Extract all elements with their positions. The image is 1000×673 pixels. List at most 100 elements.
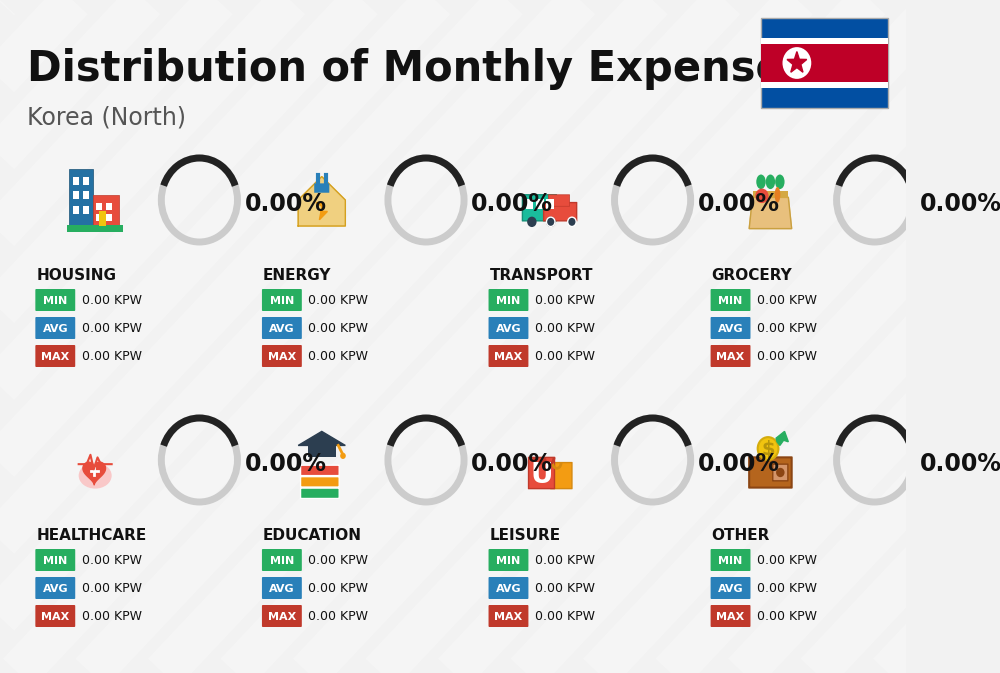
- FancyBboxPatch shape: [301, 465, 339, 476]
- Text: 0.00 KPW: 0.00 KPW: [308, 610, 368, 623]
- Text: 0.00 KPW: 0.00 KPW: [535, 610, 595, 623]
- Text: 0.00 KPW: 0.00 KPW: [757, 322, 817, 336]
- Text: 0.00%: 0.00%: [920, 452, 1000, 476]
- Polygon shape: [298, 176, 345, 226]
- FancyBboxPatch shape: [69, 169, 93, 226]
- Text: U: U: [530, 460, 553, 489]
- Text: MAX: MAX: [41, 352, 69, 362]
- Text: 0.00%: 0.00%: [698, 192, 780, 216]
- Text: 0.00%: 0.00%: [245, 452, 327, 476]
- FancyBboxPatch shape: [262, 577, 302, 599]
- FancyBboxPatch shape: [761, 44, 888, 82]
- Text: 0.00%: 0.00%: [471, 192, 553, 216]
- Text: 0.00 KPW: 0.00 KPW: [757, 610, 817, 623]
- FancyBboxPatch shape: [262, 605, 302, 627]
- Text: 0.00 KPW: 0.00 KPW: [535, 322, 595, 336]
- Circle shape: [758, 437, 778, 460]
- FancyBboxPatch shape: [489, 605, 528, 627]
- FancyBboxPatch shape: [262, 345, 302, 367]
- FancyBboxPatch shape: [711, 289, 750, 311]
- Ellipse shape: [766, 174, 775, 189]
- Text: 0.00 KPW: 0.00 KPW: [308, 351, 368, 363]
- FancyBboxPatch shape: [773, 464, 788, 481]
- Circle shape: [755, 188, 769, 203]
- Text: MIN: MIN: [496, 296, 521, 306]
- FancyBboxPatch shape: [711, 549, 750, 571]
- Text: AVG: AVG: [269, 324, 295, 334]
- Text: LEISURE: LEISURE: [489, 528, 561, 543]
- FancyBboxPatch shape: [526, 199, 533, 209]
- Text: 0.00%: 0.00%: [245, 192, 327, 216]
- Circle shape: [546, 217, 555, 227]
- Text: MAX: MAX: [494, 612, 523, 622]
- Text: AVG: AVG: [42, 324, 68, 334]
- FancyBboxPatch shape: [106, 214, 112, 221]
- FancyBboxPatch shape: [544, 203, 577, 221]
- Polygon shape: [316, 203, 327, 220]
- FancyBboxPatch shape: [106, 203, 112, 210]
- FancyBboxPatch shape: [83, 191, 89, 199]
- FancyBboxPatch shape: [761, 38, 888, 44]
- Text: 0.00 KPW: 0.00 KPW: [757, 295, 817, 308]
- FancyBboxPatch shape: [73, 191, 79, 199]
- Text: Korea (North): Korea (North): [27, 105, 186, 129]
- Text: 0.00 KPW: 0.00 KPW: [308, 583, 368, 596]
- Text: 0.00 KPW: 0.00 KPW: [82, 351, 142, 363]
- Text: AVG: AVG: [42, 584, 68, 594]
- FancyBboxPatch shape: [35, 345, 75, 367]
- FancyBboxPatch shape: [301, 488, 339, 499]
- FancyBboxPatch shape: [761, 18, 888, 108]
- Text: EDUCATION: EDUCATION: [263, 528, 362, 543]
- Text: 0.00 KPW: 0.00 KPW: [308, 322, 368, 336]
- FancyBboxPatch shape: [753, 190, 788, 199]
- Text: 0.00 KPW: 0.00 KPW: [308, 555, 368, 567]
- Ellipse shape: [775, 174, 785, 189]
- Text: 0.00 KPW: 0.00 KPW: [757, 555, 817, 567]
- Text: MAX: MAX: [41, 612, 69, 622]
- Text: MIN: MIN: [270, 556, 294, 566]
- Text: 0.00 KPW: 0.00 KPW: [535, 351, 595, 363]
- FancyBboxPatch shape: [262, 289, 302, 311]
- Text: 0.00%: 0.00%: [698, 452, 780, 476]
- FancyBboxPatch shape: [489, 317, 528, 339]
- FancyBboxPatch shape: [73, 206, 79, 214]
- FancyBboxPatch shape: [99, 211, 106, 226]
- Circle shape: [568, 217, 576, 227]
- Text: HEALTHCARE: HEALTHCARE: [36, 528, 147, 543]
- Circle shape: [782, 47, 811, 79]
- FancyBboxPatch shape: [761, 82, 888, 88]
- FancyBboxPatch shape: [67, 225, 123, 232]
- Polygon shape: [749, 197, 792, 229]
- Text: 0.00 KPW: 0.00 KPW: [308, 295, 368, 308]
- Ellipse shape: [775, 187, 780, 203]
- FancyBboxPatch shape: [35, 605, 75, 627]
- Text: MIN: MIN: [718, 556, 743, 566]
- FancyBboxPatch shape: [35, 289, 75, 311]
- FancyBboxPatch shape: [83, 176, 89, 185]
- Circle shape: [546, 217, 555, 227]
- FancyBboxPatch shape: [551, 462, 572, 489]
- FancyBboxPatch shape: [548, 194, 570, 206]
- FancyBboxPatch shape: [711, 345, 750, 367]
- Circle shape: [776, 468, 785, 477]
- Polygon shape: [83, 462, 106, 485]
- Text: 0.00 KPW: 0.00 KPW: [82, 583, 142, 596]
- Text: MIN: MIN: [43, 296, 67, 306]
- FancyBboxPatch shape: [35, 549, 75, 571]
- Text: AVG: AVG: [718, 324, 743, 334]
- FancyBboxPatch shape: [301, 476, 339, 487]
- FancyBboxPatch shape: [546, 199, 554, 209]
- FancyBboxPatch shape: [83, 206, 89, 214]
- FancyBboxPatch shape: [711, 317, 750, 339]
- Text: MAX: MAX: [268, 612, 296, 622]
- Text: MAX: MAX: [268, 352, 296, 362]
- Text: MIN: MIN: [270, 296, 294, 306]
- Text: 0.00 KPW: 0.00 KPW: [757, 351, 817, 363]
- Ellipse shape: [79, 462, 112, 489]
- FancyBboxPatch shape: [489, 345, 528, 367]
- Text: MIN: MIN: [43, 556, 67, 566]
- Text: 0.00 KPW: 0.00 KPW: [82, 555, 142, 567]
- Text: 0.00%: 0.00%: [471, 452, 553, 476]
- Text: $: $: [761, 439, 775, 458]
- FancyBboxPatch shape: [711, 605, 750, 627]
